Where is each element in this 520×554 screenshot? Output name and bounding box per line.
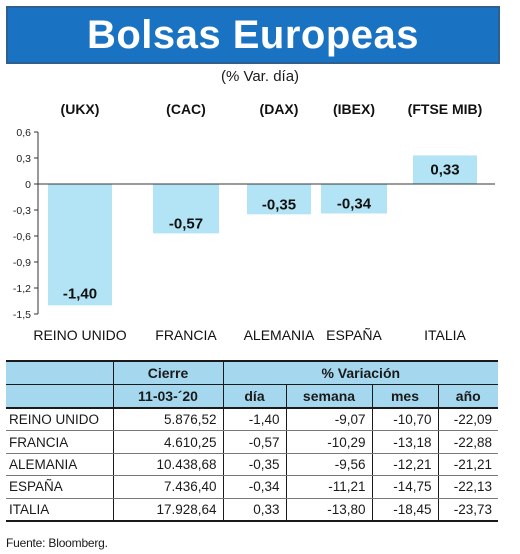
row-ano: -22,09 [437, 408, 498, 432]
y-tick-label: 0,3 [16, 153, 31, 165]
table-header-row: Cierre % Variación [6, 360, 498, 385]
table-subheader-row: 11-03-´20 día semana mes año [6, 384, 498, 409]
row-mes: -12,21 [371, 453, 438, 477]
title-banner: Bolsas Europeas [6, 6, 500, 64]
row-name: REINO UNIDO [6, 408, 113, 432]
row-dia: -0,34 [222, 475, 286, 499]
row-mes: -14,75 [371, 475, 438, 499]
header-ano: año [437, 384, 498, 409]
row-name: ITALIA [6, 498, 113, 522]
category-label: FRANCIA [155, 327, 217, 343]
y-tick-label: -0,3 [13, 205, 31, 217]
table-row: ALEMANIA 10.438,68 -0,35 -9,56 -12,21 -2… [6, 453, 498, 477]
category-label: ESPAÑA [326, 327, 382, 343]
row-dia: 0,33 [222, 498, 286, 522]
data-label: -0,34 [337, 195, 372, 212]
row-semana: -9,07 [285, 408, 372, 432]
row-dia: -0,35 [222, 453, 286, 477]
header-mes: mes [371, 384, 438, 409]
category-label: ITALIA [424, 327, 466, 343]
bar [153, 184, 219, 234]
table-row: FRANCIA 4.610,25 -0,57 -10,29 -13,18 -22… [6, 430, 498, 454]
row-dia: -0,57 [222, 430, 286, 454]
row-ano: -22,88 [437, 430, 498, 454]
y-tick-label: -0,9 [13, 257, 31, 269]
row-semana: -9,56 [285, 453, 372, 477]
data-label: -1,40 [63, 285, 97, 302]
index-code-label: (FTSE MIB) [408, 101, 483, 117]
row-cierre: 5.876,52 [112, 408, 223, 432]
y-tick-label: 0 [25, 179, 31, 191]
index-code-label: (IBEX) [333, 101, 375, 117]
row-cierre: 17.928,64 [112, 498, 223, 522]
table-row: REINO UNIDO 5.876,52 -1,40 -9,07 -10,70 … [6, 408, 498, 432]
y-tick-label: 0,6 [16, 127, 31, 139]
row-dia: -1,40 [222, 408, 286, 432]
data-label: 0,33 [430, 162, 459, 179]
row-cierre: 4.610,25 [112, 430, 223, 454]
data-label: -0,57 [169, 215, 203, 232]
category-label: ALEMANIA [244, 327, 315, 343]
row-cierre: 10.438,68 [112, 453, 223, 477]
header-cierre: Cierre [112, 360, 223, 385]
header-dia: día [222, 384, 286, 409]
category-label: REINO UNIDO [33, 327, 126, 343]
index-code-label: (UKX) [61, 101, 100, 117]
table-subheader-blank [6, 384, 113, 409]
row-semana: -11,21 [285, 475, 372, 499]
source-note: Fuente: Bloomberg. [6, 536, 108, 550]
header-variacion: % Variación [222, 360, 498, 385]
header-date: 11-03-´20 [112, 384, 223, 409]
table-row: ITALIA 17.928,64 0,33 -13,80 -18,45 -23,… [6, 498, 498, 522]
bar [321, 184, 387, 214]
page-title: Bolsas Europeas [86, 12, 420, 57]
index-code-label: (CAC) [166, 101, 206, 117]
row-semana: -10,29 [285, 430, 372, 454]
y-tick-label: -0,6 [13, 231, 31, 243]
table-row: ESPAÑA 7.436,40 -0,34 -11,21 -14,75 -22,… [6, 475, 498, 499]
row-ano: -22,13 [437, 475, 498, 499]
data-table: Cierre % Variación 11-03-´20 día semana … [6, 360, 498, 522]
y-tick-label: -1,5 [13, 309, 31, 321]
header-semana: semana [285, 384, 372, 409]
chart-subtitle: (% Var. día) [220, 68, 300, 85]
row-mes: -18,45 [371, 498, 438, 522]
index-code-label: (DAX) [260, 101, 299, 117]
row-mes: -10,70 [371, 408, 438, 432]
row-ano: -21,21 [437, 453, 498, 477]
bar-chart: 0,6 0,3 0 -0,3 -0,6 -0,9 -1,2 -1,5 (UKX) (CAC) (DA… [13, 101, 495, 343]
row-mes: -13,18 [371, 430, 438, 454]
bar [48, 184, 112, 306]
bar [247, 184, 311, 215]
row-name: FRANCIA [6, 430, 113, 454]
data-label: -0,35 [262, 196, 296, 213]
bar [413, 155, 477, 184]
row-ano: -23,73 [437, 498, 498, 522]
row-cierre: 7.436,40 [112, 475, 223, 499]
row-name: ALEMANIA [6, 453, 113, 477]
table-header-blank [6, 360, 113, 385]
row-name: ESPAÑA [6, 475, 113, 499]
y-tick-label: -1,2 [13, 283, 31, 295]
row-semana: -13,80 [285, 498, 372, 522]
